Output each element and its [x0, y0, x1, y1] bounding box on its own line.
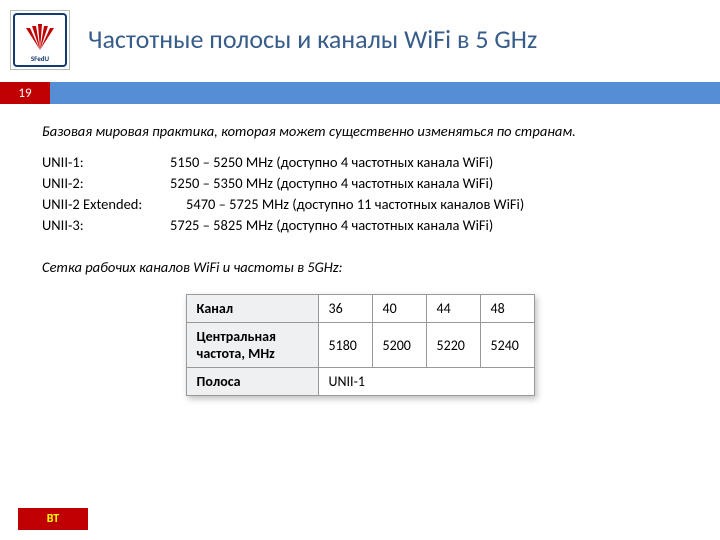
- band-item: UNII-2 Extended: 5470 – 5725 MHz (доступ…: [42, 194, 678, 215]
- band-value: 5150 – 5250 MHz (доступно 4 частотных ка…: [170, 152, 493, 173]
- table-cell: 48: [480, 295, 534, 323]
- table-cell: 5200: [372, 323, 426, 368]
- intro-text: Базовая мировая практика, которая может …: [42, 122, 678, 140]
- table-cell: 44: [426, 295, 480, 323]
- table-cell: 36: [318, 295, 372, 323]
- table-row: Канал 36 40 44 48: [186, 295, 534, 323]
- band-item: UNII-2: 5250 – 5350 MHz (доступно 4 част…: [42, 173, 678, 194]
- band-value: 5250 – 5350 MHz (доступно 4 частотных ка…: [170, 173, 493, 194]
- footer-tag: ВТ: [18, 508, 88, 530]
- bands-list: UNII-1: 5150 – 5250 MHz (доступно 4 част…: [42, 152, 678, 236]
- table-cell: 40: [372, 295, 426, 323]
- table-cell: 5240: [480, 323, 534, 368]
- logo-label: SFedU: [31, 54, 49, 63]
- band-label: UNII-3:: [42, 215, 170, 236]
- row-header: Полоса: [186, 368, 318, 396]
- row-header: Канал: [186, 295, 318, 323]
- band-item: UNII-3: 5725 – 5825 MHz (доступно 4 част…: [42, 215, 678, 236]
- channel-frequency-table: Канал 36 40 44 48 Центральная частота, M…: [186, 294, 535, 396]
- band-label: UNII-2:: [42, 173, 170, 194]
- table-row: Полоса UNII-1: [186, 368, 534, 396]
- table-cell: 5220: [426, 323, 480, 368]
- logo-fan-icon: [22, 22, 58, 52]
- table-caption: Сетка рабочих каналов WiFi и частоты в 5…: [42, 258, 678, 276]
- page-title: Частотные полосы и каналы WiFi в 5 GHz: [88, 24, 537, 55]
- slide-progress-bar: 19: [0, 82, 720, 104]
- table-cell: UNII-1: [318, 368, 534, 396]
- table-cell: 5180: [318, 323, 372, 368]
- band-label: UNII-2 Extended:: [42, 194, 170, 215]
- university-logo: SFedU: [10, 10, 70, 70]
- band-label: UNII-1:: [42, 152, 170, 173]
- band-value: 5470 – 5725 MHz (доступно 11 частотных к…: [170, 194, 524, 215]
- band-item: UNII-1: 5150 – 5250 MHz (доступно 4 част…: [42, 152, 678, 173]
- row-header: Центральная частота, MHz: [186, 323, 318, 368]
- table-row: Центральная частота, MHz 5180 5200 5220 …: [186, 323, 534, 368]
- band-value: 5725 – 5825 MHz (доступно 4 частотных ка…: [170, 215, 493, 236]
- page-number-badge: 19: [0, 82, 50, 104]
